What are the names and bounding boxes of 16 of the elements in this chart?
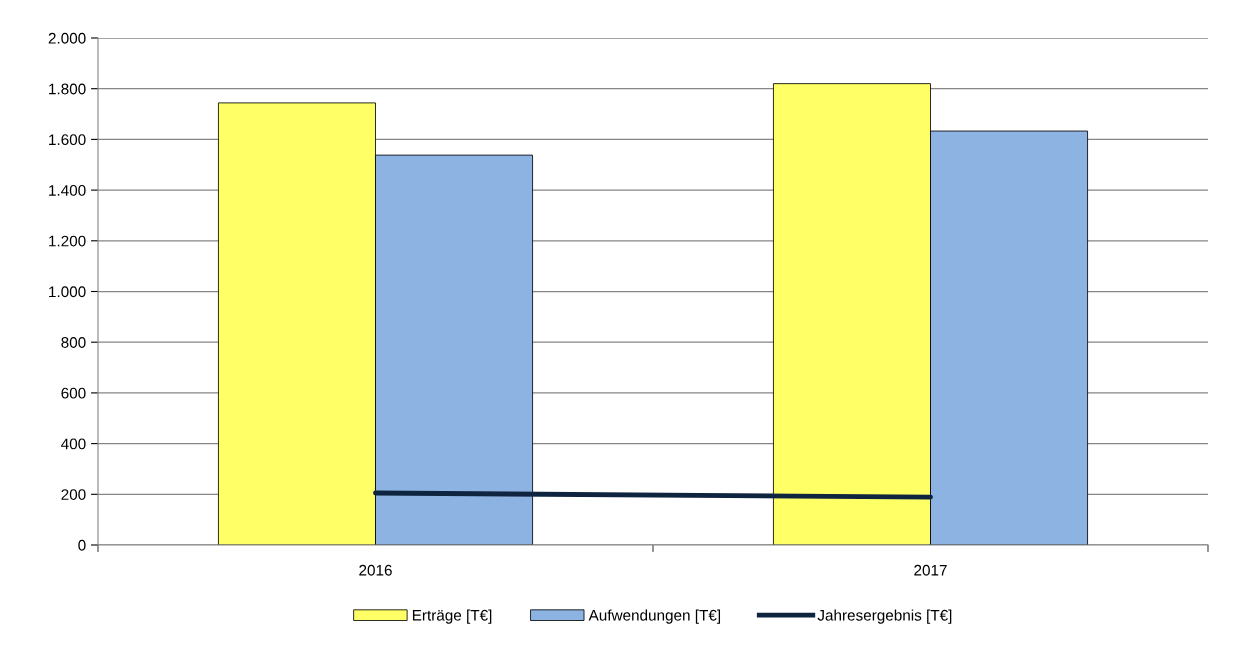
y-tick-label: 800 bbox=[61, 337, 86, 348]
y-tick-label: 1.600 bbox=[49, 134, 86, 146]
legend-label: Aufwendungen [T€] bbox=[588, 609, 721, 624]
x-tick-label: 2017 bbox=[914, 564, 947, 576]
y-tick-label: 1.400 bbox=[49, 184, 86, 196]
y-tick-label: 600 bbox=[61, 387, 86, 399]
legend-label: Erträge [T€] bbox=[412, 609, 492, 624]
y-tick-label: 0 bbox=[78, 539, 86, 551]
legend-label: Jahresergebnis [T€] bbox=[817, 609, 952, 624]
y-tick-label: 400 bbox=[61, 438, 86, 450]
y-tick-label: 200 bbox=[61, 489, 86, 500]
x-tick-label: 2016 bbox=[359, 564, 392, 576]
y-tick-label: 2.000 bbox=[48, 32, 86, 44]
y-tick-label: 1.800 bbox=[49, 83, 86, 95]
y-tick-label: 1.000 bbox=[49, 286, 86, 298]
y-tick-label: 1.200 bbox=[49, 235, 86, 247]
